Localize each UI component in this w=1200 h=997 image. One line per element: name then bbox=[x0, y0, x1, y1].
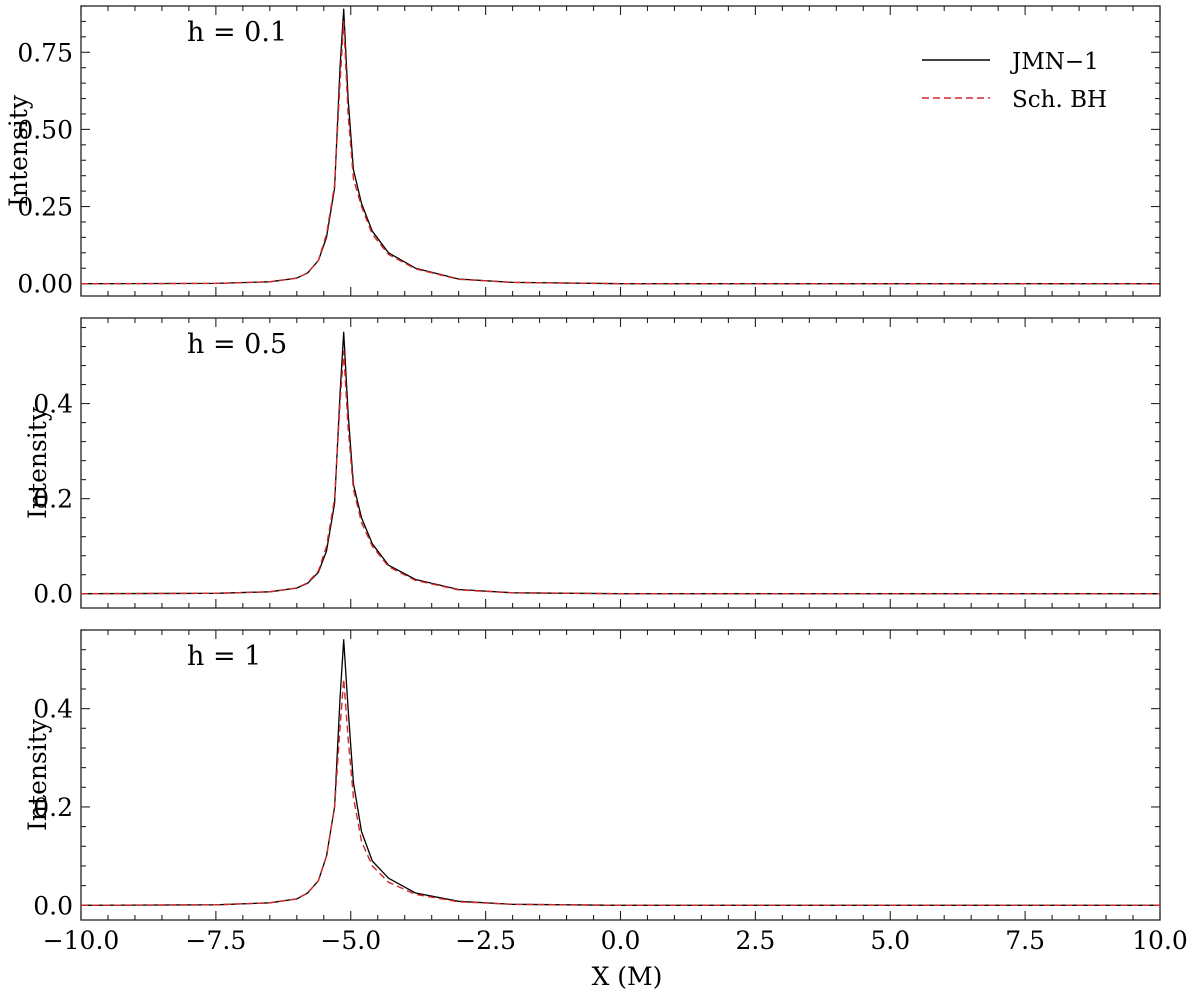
legend: JMN−1 Sch. BH bbox=[922, 49, 1107, 113]
y-axis-title: Intensity bbox=[4, 94, 33, 207]
series-line-sch-bh bbox=[80, 678, 1160, 906]
y-tick-label: 0.0 bbox=[33, 580, 73, 609]
y-tick-label: 0.2 bbox=[33, 793, 73, 822]
series-line-jmn-1 bbox=[80, 8, 1160, 285]
panel-3: −10.0 −7.5 −5.0 −2.5 0.0 2.5 5.0 7.5 10.0 0.0 0.2 0… bbox=[23, 629, 1188, 955]
panel-1: 0.00 0.25 0.50 0.75 Intensity h = 0.1 JMN−1 Sch… bbox=[4, 5, 1161, 299]
panel-frame bbox=[80, 317, 1161, 609]
x-tick-label: −10.0 bbox=[43, 926, 120, 955]
panels: 0.00 0.25 0.50 0.75 Intensity h = 0.1 JMN−1 Sch… bbox=[4, 5, 1188, 955]
x-tick-label: 0.0 bbox=[601, 926, 641, 955]
panel-label: h = 0.5 bbox=[187, 329, 287, 360]
x-tick-label: 2.5 bbox=[735, 926, 775, 955]
x-tick-label: −2.5 bbox=[455, 926, 516, 955]
y-tick-label: 0.50 bbox=[17, 115, 73, 144]
y-tick-label: 0.4 bbox=[33, 695, 73, 724]
panel-label: h = 1 bbox=[187, 641, 261, 672]
panel-frame bbox=[80, 629, 1161, 921]
series-line-jmn-1 bbox=[80, 331, 1160, 595]
y-tick-label: 0.0 bbox=[33, 891, 73, 920]
legend-label: Sch. BH bbox=[1012, 87, 1107, 113]
x-tick-label: 5.0 bbox=[870, 926, 910, 955]
x-tick-label: −5.0 bbox=[320, 926, 381, 955]
y-tick-label: 0.00 bbox=[17, 270, 73, 299]
x-tick-label: −7.5 bbox=[186, 926, 247, 955]
panel-label: h = 0.1 bbox=[187, 17, 287, 48]
y-tick-label: 0.2 bbox=[33, 485, 73, 514]
x-axis-title: X (M) bbox=[592, 962, 663, 991]
x-tick-label: 10.0 bbox=[1132, 926, 1188, 955]
series-line-sch-bh bbox=[80, 350, 1160, 595]
legend-label: JMN−1 bbox=[1010, 49, 1099, 75]
y-tick-label: 0.75 bbox=[17, 38, 73, 67]
panel-frame bbox=[80, 5, 1161, 297]
series-line-jmn-1 bbox=[80, 639, 1160, 906]
y-axis-title: Intensity bbox=[23, 406, 52, 519]
y-tick-label: 0.25 bbox=[17, 193, 73, 222]
series-line-sch-bh bbox=[80, 20, 1160, 285]
y-axis-title: Intensity bbox=[23, 718, 52, 831]
y-tick-label: 0.4 bbox=[33, 390, 73, 419]
x-tick-label: 7.5 bbox=[1005, 926, 1045, 955]
